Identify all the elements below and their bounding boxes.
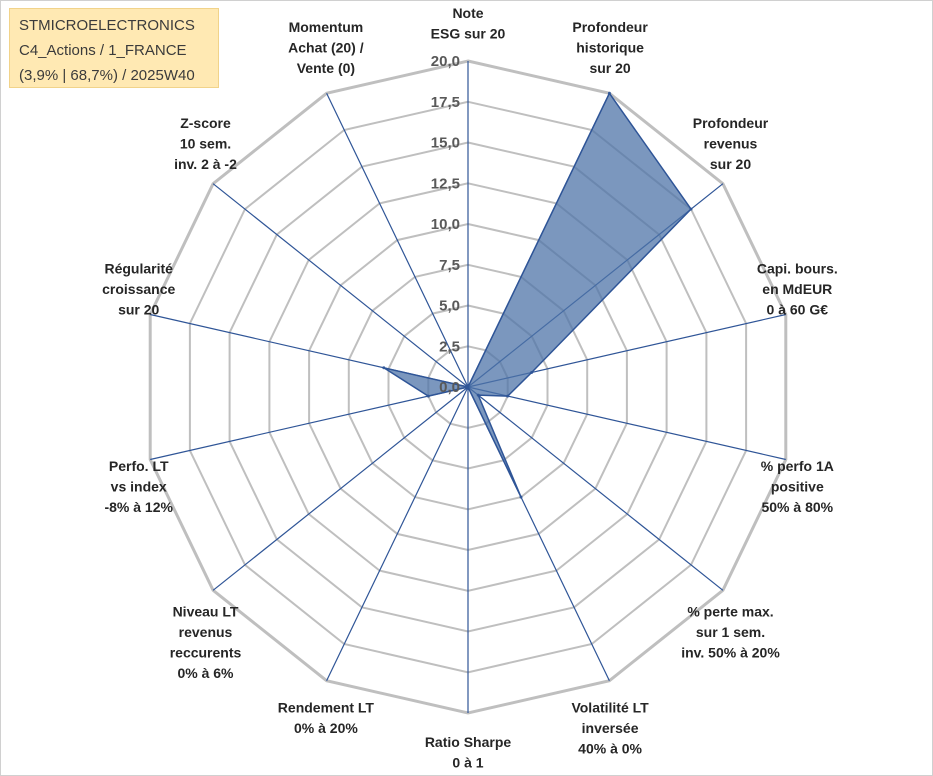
company-name: STMICROELECTRONICS [19, 17, 195, 34]
axis-label-8: Ratio Sharpe 0 à 1 [425, 734, 512, 771]
axis-label-13: Z-score 10 sem. inv. 2 à -2 [174, 115, 237, 172]
info-box: STMICROELECTRONICS C4_Actions / 1_FRANCE… [9, 8, 219, 88]
axis-label-line: sur 1 sem. [696, 624, 765, 640]
axis-label-line: vs index [111, 478, 167, 494]
axis-label-line: % perte max. [687, 604, 773, 620]
axis-label-line: sur 20 [589, 60, 630, 76]
data-point-3 [689, 207, 693, 211]
axis-label-line: Régularité [104, 261, 173, 277]
axis-label-line: Perfo. LT [109, 458, 169, 474]
axis-label-line: Volatilité LT [571, 700, 649, 716]
axis-label-line: positive [771, 478, 824, 494]
axis-label-line: sur 20 [710, 156, 751, 172]
axis-label-line: 10 sem. [180, 135, 231, 151]
axis-label-2: Profondeur historique sur 20 [572, 19, 648, 76]
r-tick-label: 12,5 [431, 175, 460, 192]
axis-label-line: 0% à 20% [294, 720, 358, 736]
axis-label-line: reccurents [170, 645, 242, 661]
axis-label-line: Vente (0) [297, 60, 355, 76]
r-tick-label: 15,0 [431, 135, 460, 152]
axis-label-line: % perfo 1A [761, 458, 834, 474]
axis-label-3: Profondeur revenus sur 20 [693, 115, 769, 172]
axis-label-line: Momentum [289, 19, 364, 35]
axis-label-4: Capi. bours. en MdEUR 0 à 60 G€ [757, 261, 838, 318]
r-tick-label: 20,0 [431, 53, 460, 70]
r-tick-label: 5,0 [439, 298, 460, 315]
axis-label-6: % perte max. sur 1 sem. inv. 50% à 20% [681, 604, 780, 661]
series-layer [382, 91, 693, 499]
axis-label-11: Perfo. LT vs index -8% à 12% [104, 458, 173, 515]
data-point-4 [530, 371, 534, 374]
axis-label-line: sur 20 [118, 302, 159, 318]
axis-label-line: revenus [179, 624, 233, 640]
r-tick-label: 2,5 [439, 338, 460, 355]
axis-label-line: Z-score [180, 115, 231, 131]
axis-label-line: croissance [102, 281, 175, 297]
axis-label-line: Ratio Sharpe [425, 734, 512, 750]
axis-label-5: % perfo 1A positive 50% à 80% [761, 458, 834, 515]
axis-label-14: Momentum Achat (20) / Vente (0) [288, 19, 364, 76]
axis-label-line: ESG sur 20 [431, 26, 506, 42]
axis-spoke-5 [467, 386, 786, 461]
axis-label-line: -8% à 12% [104, 499, 173, 515]
axis-label-line: inv. 2 à -2 [174, 156, 237, 172]
axis-spoke-14 [326, 93, 469, 388]
axis-spoke-10 [212, 386, 469, 591]
axis-label-12: Régularité croissance sur 20 [102, 261, 175, 318]
data-point-11 [426, 394, 430, 398]
axis-label-line: revenus [704, 135, 758, 151]
tick-labels: 0,0 2,5 5,0 7,5 10,0 12,5 15,0 17,5 20,0 [431, 53, 460, 396]
stats-line: (3,9% | 68,7%) / 2025W40 [19, 67, 195, 84]
axis-spoke-9 [326, 386, 469, 681]
axis-label-line: 0 à 1 [452, 755, 483, 771]
axis-label-line: Capi. bours. [757, 261, 838, 277]
axis-label-1: Note ESG sur 20 [431, 5, 506, 42]
axis-spoke-13 [212, 183, 469, 388]
data-point-7 [519, 495, 523, 499]
axis-label-line: 0% à 6% [177, 665, 234, 681]
axis-label-line: inversée [582, 720, 639, 736]
data-point-12 [382, 366, 386, 370]
axis-label-line: historique [576, 39, 644, 55]
axis-label-line: Profondeur [693, 115, 769, 131]
axis-label-line: 40% à 0% [578, 741, 642, 757]
axis-label-9: Rendement LT 0% à 20% [278, 700, 375, 737]
axis-label-line: Achat (20) / [288, 39, 364, 55]
data-point-14 [466, 385, 470, 389]
r-tick-label: 10,0 [431, 216, 460, 233]
axis-labels: Note ESG sur 20 Profondeur historique sur 20… [102, 5, 838, 771]
axis-label-10: Niveau LT revenus reccurents 0% à 6% [170, 604, 242, 682]
axis-label-line: en MdEUR [762, 281, 832, 297]
axis-label-line: Note [452, 5, 483, 21]
axis-label-line: 50% à 80% [761, 499, 833, 515]
axis-label-line: Profondeur [572, 19, 648, 35]
data-point-6 [476, 393, 480, 397]
r-tick-label: 7,5 [439, 257, 460, 274]
axis-spoke-11 [150, 386, 469, 461]
axis-label-7: Volatilité LT inversée 40% à 0% [571, 700, 649, 757]
r-tick-label: 17,5 [431, 94, 460, 111]
axis-spoke-6 [467, 386, 724, 591]
axis-label-line: Rendement LT [278, 700, 375, 716]
category-line: C4_Actions / 1_FRANCE [19, 42, 187, 59]
r-tick-label: 0,0 [439, 379, 460, 396]
axis-label-line: inv. 50% à 20% [681, 645, 780, 661]
axis-label-line: Niveau LT [173, 604, 239, 620]
axis-label-line: 0 à 60 G€ [767, 302, 829, 318]
data-point-5 [506, 394, 510, 398]
data-point-2 [607, 91, 611, 95]
